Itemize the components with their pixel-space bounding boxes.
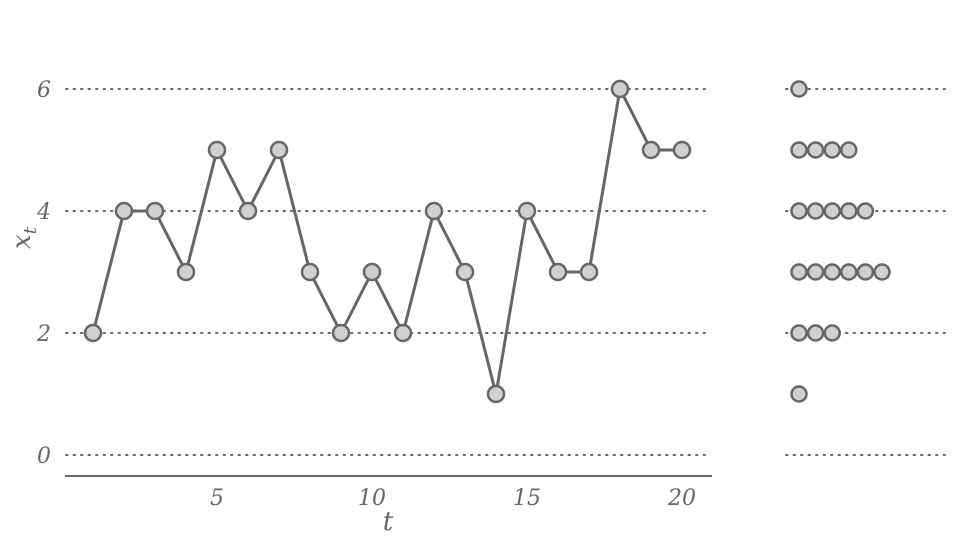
y-axis-title: xt [7,226,41,249]
y-tick-label-0: 0 [37,444,51,469]
marginal-dot-level2-3 [823,324,841,342]
y-axis-title-subscript: t [20,226,41,234]
series-line [91,87,682,396]
marginal-dot-level1-1 [790,385,808,403]
data-point-t4 [176,262,196,282]
data-point-t11 [393,323,413,343]
marginal-dot-level5-4 [840,141,858,159]
data-point-t19 [641,140,661,160]
data-point-t14 [486,384,506,404]
y-axis-title-main: x [7,234,37,249]
y-tick-label-6: 6 [37,78,51,103]
marginal-dot-level5-1 [790,141,808,159]
marginal-dot-level3-2 [806,263,825,281]
marginal-dot-level5-2 [806,141,825,159]
marginal-dot-level3-5 [856,263,875,281]
marginal-dot-level4-3 [823,202,841,220]
marginal-dot-level3-4 [840,263,858,281]
marginal-dot-level5-3 [823,141,841,159]
x-tick-label-15: 15 [513,486,541,511]
data-point-t3 [145,201,165,221]
data-point-t1 [83,323,103,343]
data-points [83,79,692,404]
marginal-dot-level2-2 [806,324,825,342]
marginal-dot-histogram [790,80,891,403]
marginal-dot-level6-1 [790,80,808,98]
y-tick-label-2: 2 [36,322,51,347]
series-line-layer [91,87,682,396]
data-point-t10 [362,262,382,282]
data-point-t8 [300,262,320,282]
marginal-dot-level4-5 [856,202,875,220]
x-axis-title: t [383,507,394,537]
data-point-t17 [579,262,599,282]
data-point-t15 [517,201,537,221]
data-point-t5 [207,140,227,160]
data-point-t6 [238,201,258,221]
marginal-dot-level3-1 [790,263,808,281]
x-tick-label-20: 20 [667,486,696,511]
data-point-t16 [548,262,568,282]
tick-labels: 0 2 4 6 5 10 15 20 [36,78,696,511]
data-point-t13 [455,262,475,282]
x-tick-label-10: 10 [358,486,386,511]
data-point-t7 [269,140,289,160]
data-point-t20 [672,140,692,160]
x-tick-label-5: 5 [210,486,224,511]
data-point-t18 [610,79,630,99]
marginal-dot-level4-1 [790,202,808,220]
data-point-t12 [424,201,444,221]
marginal-dot-level3-6 [873,263,891,281]
data-point-t9 [331,323,351,343]
marginal-dot-level4-2 [806,202,825,220]
gridlines [65,88,949,456]
marginal-dot-level3-3 [823,263,841,281]
data-point-t2 [114,201,134,221]
y-axis-title-group: xt [7,226,41,249]
marginal-dot-level4-4 [840,202,858,220]
y-tick-label-4: 4 [36,200,51,225]
marginal-dot-level2-1 [790,324,808,342]
